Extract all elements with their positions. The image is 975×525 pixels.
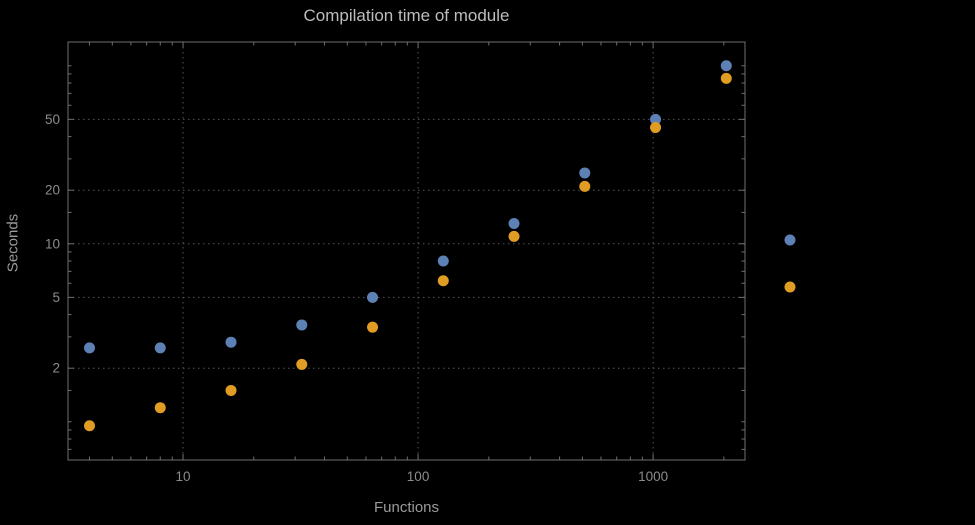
y-tick-label: 2 xyxy=(52,361,60,376)
data-point-series-2 xyxy=(225,384,237,396)
data-point-series-2 xyxy=(650,122,662,134)
data-point-series-1 xyxy=(720,60,732,72)
data-point-series-2 xyxy=(508,230,520,242)
data-point-series-1 xyxy=(367,291,379,303)
data-point-series-1 xyxy=(225,336,237,348)
data-point-series-1 xyxy=(437,255,449,267)
data-point-series-2 xyxy=(154,402,166,414)
y-tick-label: 50 xyxy=(45,112,60,127)
plot-frame xyxy=(67,41,746,461)
data-point-series-1 xyxy=(650,113,662,125)
data-point-series-2 xyxy=(579,180,591,192)
data-point-series-2 xyxy=(84,420,96,432)
x-tick-label: 10 xyxy=(176,469,191,484)
data-point-series-1 xyxy=(296,319,308,331)
chart-title: Compilation time of module xyxy=(303,6,510,25)
data-point-series-1 xyxy=(508,217,520,229)
y-tick-label: 20 xyxy=(45,183,60,198)
data-point-series-2 xyxy=(367,321,379,333)
data-point-series-1 xyxy=(84,342,96,354)
legend-marker-series-1 xyxy=(784,234,796,246)
y-axis-label: Seconds xyxy=(4,213,22,273)
x-axis-label: Functions xyxy=(373,499,440,516)
data-point-series-1 xyxy=(154,342,166,354)
data-point-series-2 xyxy=(437,275,449,287)
y-tick-label: 10 xyxy=(45,236,60,251)
data-point-series-1 xyxy=(579,167,591,179)
x-tick-label: 100 xyxy=(407,469,430,484)
data-point-series-2 xyxy=(296,358,308,370)
data-point-series-2 xyxy=(720,72,732,84)
y-tick-label: 5 xyxy=(52,290,60,305)
x-tick-label: 1000 xyxy=(638,469,668,484)
legend-marker-series-2 xyxy=(784,281,796,293)
